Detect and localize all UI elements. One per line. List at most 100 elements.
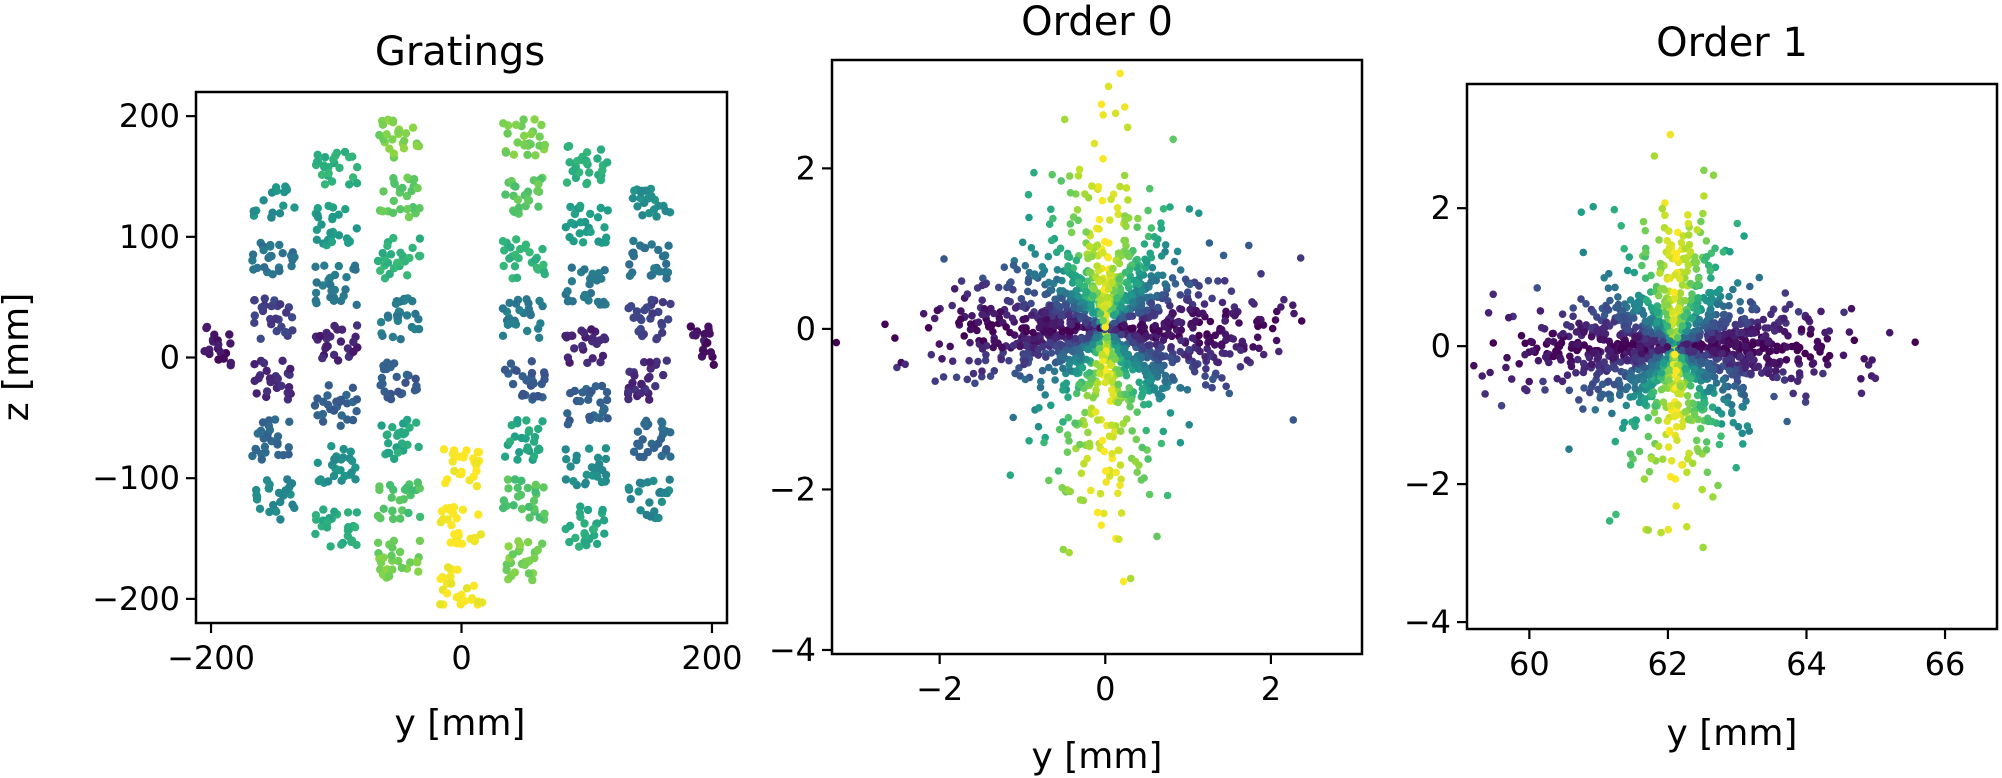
scatter-point	[337, 540, 346, 549]
scatter-point	[978, 345, 987, 353]
scatter-point	[379, 504, 388, 513]
scatter-point	[1035, 323, 1044, 332]
scatter-point	[570, 344, 579, 353]
scatter-point	[1654, 416, 1662, 425]
scatter-point	[593, 472, 602, 481]
scatter-point	[1714, 481, 1722, 490]
scatter-point	[415, 536, 425, 546]
scatter-point	[1600, 311, 1609, 319]
scatter-point	[275, 209, 285, 218]
scatter-point	[1780, 376, 1789, 384]
scatter-point	[644, 209, 654, 218]
scatter-point	[966, 320, 975, 328]
scatter-point	[629, 251, 638, 261]
scatter-point	[567, 277, 577, 286]
scatter-point	[1641, 400, 1649, 408]
scatter-point	[1780, 314, 1788, 323]
scatter-point	[535, 132, 544, 141]
scatter-point	[1674, 228, 1682, 237]
scatter-point	[383, 448, 392, 458]
scatter-point	[329, 296, 339, 305]
scatter-point	[1626, 393, 1634, 401]
scatter-point	[1801, 398, 1810, 406]
scatter-point	[576, 201, 585, 211]
scatter-point	[513, 455, 522, 464]
scatter-point	[1116, 287, 1125, 296]
scatter-point	[339, 453, 348, 462]
scatter-point	[379, 365, 389, 374]
scatter-point	[891, 334, 899, 342]
scatter-point	[1139, 345, 1147, 353]
scatter-point	[1688, 459, 1697, 468]
scatter-point	[1160, 384, 1169, 392]
scatter-point	[1600, 274, 1608, 282]
scatter-point	[1060, 115, 1069, 124]
scatter-point	[601, 454, 611, 464]
scatter-point	[1623, 266, 1632, 275]
scatter-point	[1580, 328, 1588, 337]
scatter-point	[1120, 321, 1128, 329]
scatter-point	[1526, 337, 1535, 346]
scatter-point	[1772, 367, 1780, 375]
scatter-point	[317, 170, 327, 179]
scatter-point	[1885, 328, 1894, 337]
scatter-point	[1563, 371, 1572, 380]
scatter-point	[578, 238, 588, 247]
scatter-point	[1678, 346, 1686, 355]
scatter-point	[1096, 363, 1105, 371]
scatter-point	[250, 296, 259, 305]
title-order-0: Order 0	[1021, 0, 1173, 45]
scatter-point	[666, 452, 675, 461]
scatter-point	[401, 129, 411, 138]
scatter-point	[1030, 289, 1039, 297]
scatter-point	[626, 494, 635, 504]
scatter-point	[260, 263, 269, 272]
scatter-point	[1663, 301, 1672, 309]
scatter-point	[276, 515, 285, 524]
scatter-point	[1654, 442, 1663, 451]
scatter-point	[1736, 298, 1744, 306]
scatter-point	[589, 524, 598, 534]
scatter-point	[319, 505, 328, 514]
scatter-point	[1656, 259, 1665, 268]
scatter-point	[1065, 548, 1073, 557]
scatter-point	[1727, 401, 1736, 409]
scatter-point	[660, 488, 669, 497]
scatter-point	[1058, 327, 1067, 336]
scatter-point	[657, 497, 667, 507]
scatter-point	[508, 550, 517, 559]
scatter-point	[277, 381, 286, 390]
scatter-point	[1604, 364, 1612, 373]
scatter-point	[1106, 397, 1115, 405]
scatter-point	[1248, 298, 1256, 306]
scatter-point	[378, 331, 387, 340]
scatter-point	[521, 240, 531, 249]
scatter-point	[978, 372, 986, 381]
scatter-point	[1235, 319, 1243, 327]
scatter-point	[1808, 360, 1817, 369]
scatter-point	[353, 163, 362, 172]
scatter-point	[1297, 317, 1306, 325]
scatter-point	[249, 265, 258, 274]
scatter-point	[1825, 351, 1834, 360]
x-tick-label: 0	[451, 639, 471, 677]
scatter-point	[1114, 398, 1122, 407]
scatter-point	[1006, 471, 1015, 480]
scatter-point	[1111, 333, 1119, 342]
scatter-point	[1557, 356, 1565, 364]
scatter-point	[1053, 301, 1061, 309]
scatter-point	[637, 186, 646, 195]
scatter-point	[1642, 248, 1650, 257]
scatter-point	[1503, 353, 1511, 362]
scatter-point	[513, 195, 523, 204]
scatter-point	[1196, 347, 1204, 356]
scatter-point	[1104, 373, 1112, 381]
y-tick-label: −100	[92, 459, 180, 497]
scatter-point	[1189, 324, 1197, 332]
scatter-point	[931, 377, 939, 386]
scatter-point	[1715, 440, 1724, 449]
scatter-point	[341, 285, 350, 294]
scatter-point	[1716, 320, 1725, 329]
scatter-point	[1214, 277, 1222, 285]
scatter-point	[1569, 312, 1577, 321]
